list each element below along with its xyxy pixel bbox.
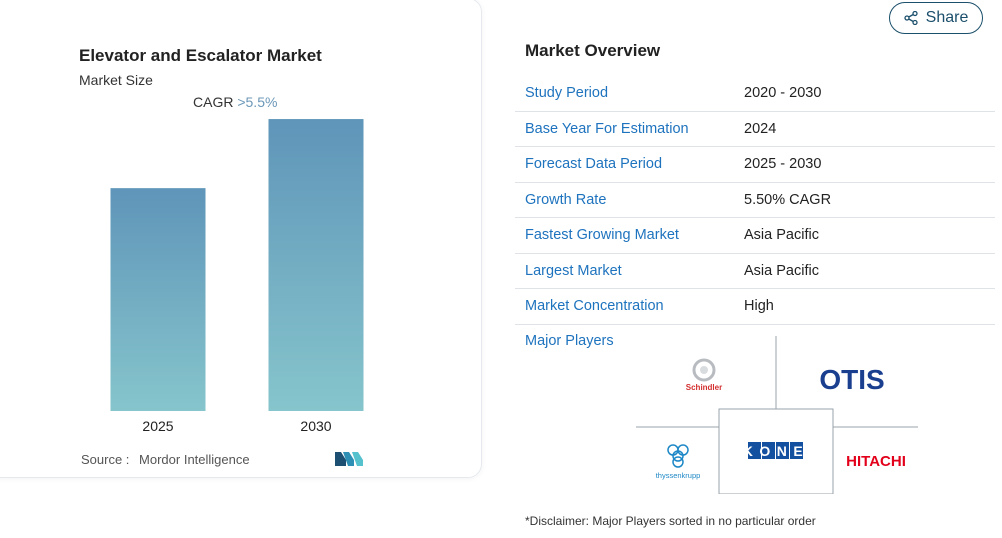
overview-key[interactable]: Largest Market [525,262,622,279]
hitachi-logo: HITACHI [846,453,906,470]
overview-title: Market Overview [525,41,661,60]
mordor-intelligence-logo-icon [335,452,363,466]
kone-logo-text: KONE [743,443,809,459]
major-players-grid: Schindler OTIS thyssenkrupp KONE HITACHI [636,336,918,494]
cagr-indicator: CAGR >5.5% [193,94,277,110]
market-size-card [0,0,482,478]
cagr-value: >5.5% [237,94,278,110]
schindler-logo-text: Schindler [686,383,722,392]
source-label: Source : [81,452,130,467]
overview-key[interactable]: Growth Rate [525,191,607,208]
schindler-logo: Schindler [686,358,722,392]
major-players-label[interactable]: Major Players [525,333,614,349]
overview-value: 2024 [744,120,777,137]
overview-key[interactable]: Market Concentration [525,298,664,315]
overview-key[interactable]: Study Period [525,85,609,102]
bar-2030 [268,119,364,412]
overview-row: Fastest Growing Market Asia Pacific [515,218,995,254]
x-tick-label: 2030 [300,418,331,434]
overview-key[interactable]: Fastest Growing Market [525,227,679,244]
kone-logo: KONE [743,442,809,459]
x-tick-label: 2025 [142,418,173,434]
thyssenkrupp-logo-text: thyssenkrupp [656,471,701,480]
overview-key[interactable]: Forecast Data Period [525,156,663,173]
share-icon [903,11,918,25]
share-button[interactable]: Share [889,2,983,34]
overview-value: 2020 - 2030 [744,85,822,102]
chart-title: Elevator and Escalator Market [79,46,322,65]
source-line: Source : Mordor Intelligence [81,452,250,467]
bar-chart: 2025 2030 [110,119,364,434]
otis-logo: OTIS [819,364,884,395]
overview-row: Forecast Data Period 2025 - 2030 [515,147,995,183]
cagr-label: CAGR [193,94,234,110]
bar-2025 [110,188,206,411]
overview-row: Market Concentration High [515,289,995,325]
overview-table: Study Period 2020 - 2030 Base Year For E… [515,76,995,325]
schindler-icon [692,358,716,382]
overview-value: High [744,298,774,315]
overview-key[interactable]: Base Year For Estimation [525,120,689,137]
overview-row: Growth Rate 5.50% CAGR [515,183,995,218]
thyssenkrupp-icon [667,444,689,468]
overview-value: Asia Pacific [744,227,819,244]
chart-subtitle: Market Size [79,72,153,88]
source-value: Mordor Intelligence [139,452,250,467]
share-label: Share [925,9,969,26]
overview-row: Base Year For Estimation 2024 [515,112,995,147]
overview-value: Asia Pacific [744,262,819,279]
overview-row: Study Period 2020 - 2030 [515,76,995,112]
thyssenkrupp-logo: thyssenkrupp [656,444,701,480]
disclaimer: *Disclaimer: Major Players sorted in no … [525,514,816,528]
overview-row: Largest Market Asia Pacific [515,254,995,289]
overview-value: 5.50% CAGR [744,191,832,208]
overview-value: 2025 - 2030 [744,156,822,173]
